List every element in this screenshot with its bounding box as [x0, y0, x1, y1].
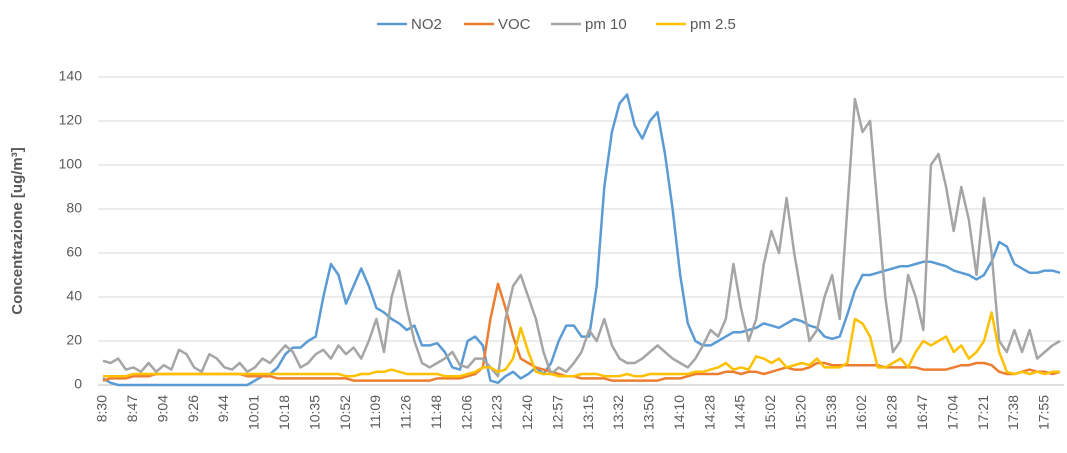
x-tick-label: 9:44	[215, 395, 231, 422]
x-tick-label: 16:02	[853, 395, 869, 430]
legend-label: VOC	[498, 16, 531, 33]
x-tick-label: 17:21	[975, 395, 991, 430]
x-tick-label: 12:40	[519, 395, 535, 430]
line-series	[103, 311, 1060, 378]
y-tick-label: 40	[66, 288, 82, 304]
x-tick-label: 13:15	[580, 395, 596, 430]
x-tick-label: 9:04	[154, 395, 170, 422]
y-axis-label: Concentrazione [ug/m³]	[9, 147, 26, 315]
x-tick-label: 12:23	[489, 395, 505, 430]
x-tick-label: 17:55	[1036, 395, 1052, 430]
x-tick-label: 13:32	[610, 395, 626, 430]
legend-label: pm 10	[585, 16, 627, 33]
x-tick-label: 15:38	[823, 395, 839, 430]
y-tick-label: 80	[66, 200, 82, 216]
y-tick-label: 140	[59, 68, 83, 84]
x-tick-label: 8:47	[124, 395, 140, 422]
x-tick-label: 15:20	[792, 395, 808, 430]
x-tick-label: 13:50	[641, 395, 657, 430]
x-tick-label: 12:06	[458, 395, 474, 430]
x-tick-label: 10:01	[246, 395, 262, 430]
x-tick-label: 11:48	[428, 395, 444, 429]
x-tick-label: 10:52	[337, 395, 353, 430]
x-tick-label: 11:26	[398, 395, 414, 429]
legend-label: pm 2.5	[690, 16, 736, 33]
x-tick-label: 17:04	[944, 395, 960, 430]
y-tick-label: 0	[74, 376, 82, 392]
x-tick-label: 15:02	[762, 395, 778, 430]
x-tick-label: 16:28	[884, 395, 900, 430]
x-tick-label: 10:35	[306, 395, 322, 430]
x-tick-label: 11:09	[367, 395, 383, 429]
y-tick-label: 100	[59, 156, 83, 172]
y-tick-label: 60	[66, 244, 82, 260]
y-tick-label: 20	[66, 332, 82, 348]
x-tick-label: 8:30	[94, 395, 110, 422]
x-tick-label: 17:38	[1005, 395, 1021, 430]
line-series	[102, 97, 1061, 378]
x-tick-label: 10:18	[276, 395, 292, 430]
x-tick-label: 16:47	[914, 395, 930, 430]
x-tick-label: 14:28	[701, 395, 717, 430]
x-tick-label: 14:45	[732, 395, 748, 430]
legend-label: NO2	[411, 16, 442, 33]
line-series	[102, 282, 1061, 382]
x-tick-label: 9:26	[185, 395, 201, 422]
y-tick-label: 120	[59, 112, 83, 128]
x-tick-label: 14:10	[671, 395, 687, 430]
x-tick-label: 12:57	[549, 395, 565, 430]
